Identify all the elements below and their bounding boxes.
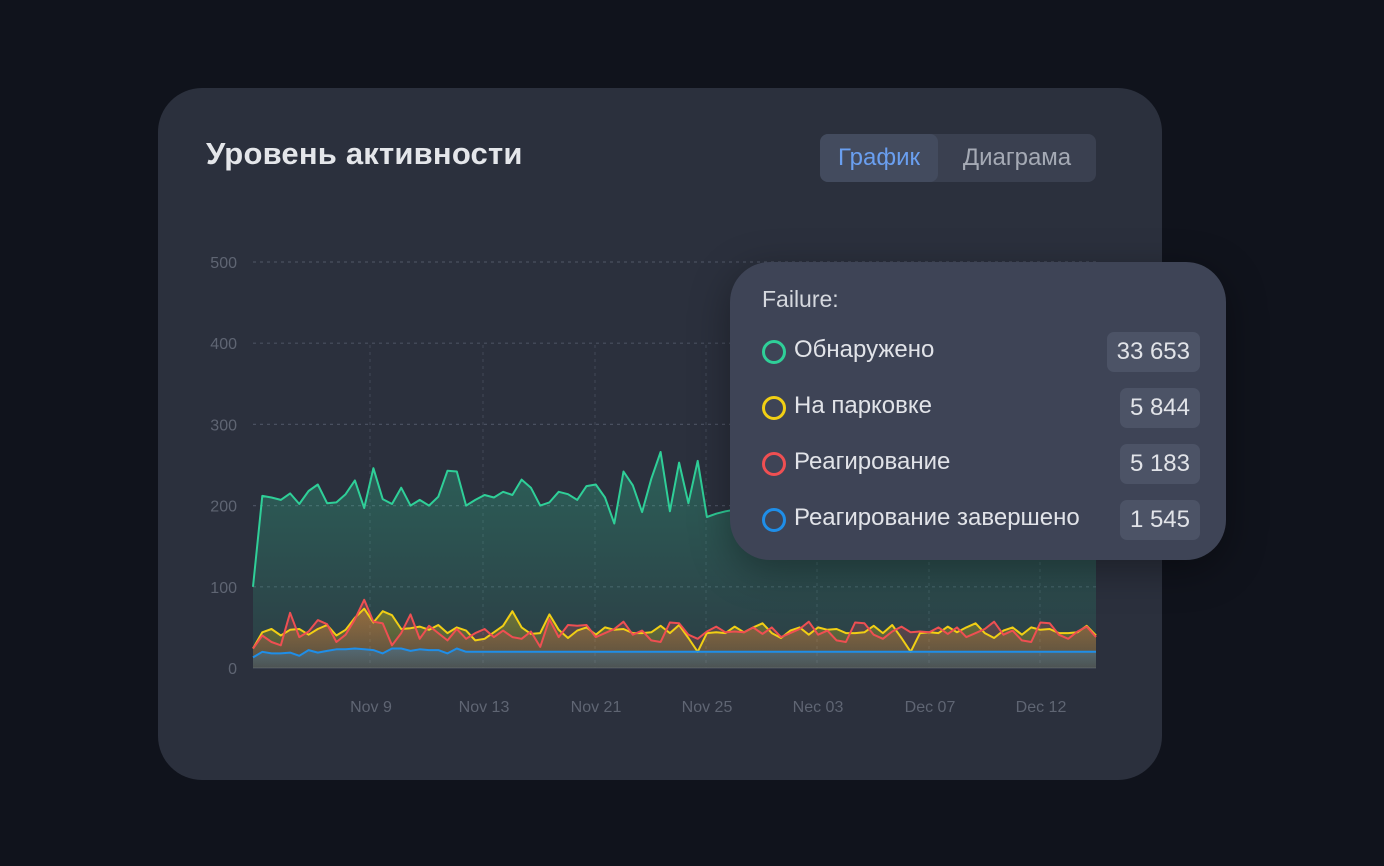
blue-circle-icon bbox=[762, 508, 786, 532]
y-tick-label: 500 bbox=[210, 255, 237, 272]
tooltip-row-label: Реагирование bbox=[794, 448, 951, 475]
tooltip-row-value: 5 183 bbox=[1119, 444, 1200, 484]
tooltip-title: Failure: bbox=[762, 286, 839, 312]
tab-chart[interactable]: График bbox=[820, 134, 938, 182]
view-toggle: График Диаграма bbox=[820, 134, 1096, 182]
tab-diagram[interactable]: Диаграма bbox=[962, 144, 1072, 171]
tooltip-row-detected: Обнаружено 33 653 bbox=[762, 332, 1200, 372]
y-tick-label: 200 bbox=[210, 499, 237, 516]
tooltip-row-response: Реагирование 5 183 bbox=[762, 444, 1200, 484]
card-title: Уровень активности bbox=[206, 136, 523, 171]
y-axis-labels: 0 100 200 300 400 500 bbox=[210, 255, 237, 678]
tooltip-row-value: 5 844 bbox=[1119, 388, 1200, 428]
y-tick-label: 300 bbox=[210, 417, 237, 434]
x-tick-label: Nov 13 bbox=[459, 699, 510, 716]
x-tick-label: Nov 21 bbox=[571, 699, 622, 716]
yellow-circle-icon bbox=[762, 396, 786, 420]
failure-tooltip: Failure: Обнаружено 33 653 На парковке 5… bbox=[730, 262, 1226, 560]
y-tick-label: 100 bbox=[210, 580, 237, 597]
y-tick-label: 0 bbox=[228, 661, 237, 678]
x-tick-label: Nov 25 bbox=[682, 699, 733, 716]
green-circle-icon bbox=[762, 340, 786, 364]
tooltip-row-value: 1 545 bbox=[1119, 500, 1200, 540]
tooltip-row-parking: На парковке 5 844 bbox=[762, 388, 1200, 428]
series-response-done-line bbox=[252, 647, 1096, 659]
x-axis-labels: Nov 9 Nov 13 Nov 21 Nov 25 Nec 03 Dec 07 Dec 1… bbox=[350, 699, 1066, 716]
series-response-line bbox=[252, 598, 1097, 650]
y-tick-label: 400 bbox=[210, 336, 237, 353]
tooltip-row-response-done: Реагирование завершено 1 545 bbox=[762, 500, 1200, 540]
tooltip-row-label: На парковке bbox=[794, 392, 933, 419]
x-tick-label: Dec 07 bbox=[905, 699, 956, 716]
series-response-done-area bbox=[253, 648, 1096, 668]
x-tick-label: Dec 12 bbox=[1016, 699, 1067, 716]
series-parking-line bbox=[252, 607, 1097, 653]
x-tick-label: Nov 9 bbox=[350, 699, 392, 716]
red-circle-icon bbox=[762, 452, 786, 476]
tooltip-row-value: 33 653 bbox=[1106, 332, 1200, 372]
x-tick-label: Nec 03 bbox=[793, 699, 844, 716]
tooltip-row-label: Реагирование завершено bbox=[794, 504, 1080, 531]
tooltip-row-label: Обнаружено bbox=[794, 336, 935, 363]
